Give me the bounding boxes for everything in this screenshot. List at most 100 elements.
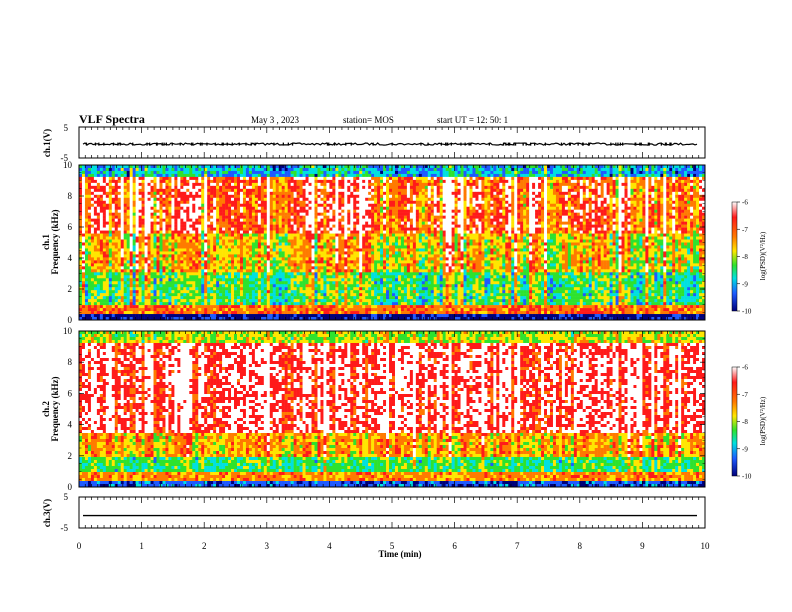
spectrogram-cell: [303, 192, 306, 195]
spectrogram-cell: [413, 168, 416, 171]
spectrogram-cell: [237, 174, 240, 177]
spectrogram-cell: [168, 183, 171, 186]
spectrogram-cell: [124, 195, 127, 198]
spectrogram-cell: [592, 177, 595, 180]
spectrogram-cell: [106, 174, 109, 177]
vlf-spectra-figure: VLF Spectra May 3 , 2023 station= MOS st…: [0, 0, 792, 612]
spectrogram-cell: [556, 168, 559, 171]
spectrogram-cell: [216, 192, 219, 195]
spectrogram-cell: [598, 186, 601, 189]
spectrogram-cell: [136, 168, 139, 171]
spectrogram-cell: [103, 177, 106, 180]
spectrogram-cell: [258, 168, 261, 171]
spectrogram-cell: [177, 183, 180, 186]
spectrogram-cell: [458, 174, 461, 177]
spectrogram-cell: [294, 171, 297, 174]
spectrogram-cell: [461, 174, 464, 177]
spectrogram-cell: [508, 171, 511, 174]
spectrogram-cell: [538, 183, 541, 186]
spectrogram-cell: [341, 189, 344, 192]
spectrogram-cell: [431, 174, 434, 177]
spectrogram-cell: [669, 186, 672, 189]
spectrogram-cell: [225, 183, 228, 186]
spectrogram-cell: [148, 195, 151, 198]
spectrogram-cell: [231, 186, 234, 189]
spectrogram-cell: [97, 177, 100, 180]
spectrogram-cell: [636, 168, 639, 171]
spectrogram-cell: [213, 186, 216, 189]
spectrogram-cell: [142, 189, 145, 192]
spectrogram-cell: [484, 183, 487, 186]
spectrogram-cell: [455, 183, 458, 186]
spectrogram-cell: [297, 186, 300, 189]
spectrogram-cell: [645, 171, 648, 174]
spectrogram-cell: [619, 168, 622, 171]
spectrogram-cell: [276, 171, 279, 174]
spectrogram-cell: [82, 183, 85, 186]
waveform-spike: [132, 143, 133, 146]
spectrogram-cell: [347, 168, 350, 171]
spectrogram-cell: [574, 171, 577, 174]
spectrogram-cell: [210, 180, 213, 183]
spectrogram-cell: [589, 174, 592, 177]
figure-title: VLF Spectra: [79, 112, 145, 126]
spectrogram-cell: [368, 168, 371, 171]
spectrogram-cell: [219, 192, 222, 195]
spectrogram-cell: [189, 189, 192, 192]
spectrogram-cell: [142, 195, 145, 198]
spectrogram-cell: [562, 186, 565, 189]
spectrogram-cell: [174, 192, 177, 195]
spectrogram-cell: [246, 177, 249, 180]
spectrogram-cell: [389, 180, 392, 183]
spectrogram-cell: [186, 168, 189, 171]
spectrogram-cell: [195, 174, 198, 177]
spectrogram-cell: [267, 168, 270, 171]
spectrogram-cell: [157, 192, 160, 195]
spectrogram-cell: [422, 177, 425, 180]
spectrogram-cell: [452, 189, 455, 192]
spectrogram-cell: [532, 168, 535, 171]
spectrogram-cell: [446, 180, 449, 183]
spectrogram-cell: [478, 171, 481, 174]
spectrogram-cell: [464, 168, 467, 171]
spectrogram-cell: [514, 186, 517, 189]
spectrogram-cell: [219, 186, 222, 189]
spectrogram-cell: [341, 180, 344, 183]
spectrogram-cell: [174, 171, 177, 174]
spectrogram-cell: [341, 171, 344, 174]
spectrogram-cell: [118, 180, 121, 183]
spectrogram-cell: [657, 192, 660, 195]
spectrogram-cell: [690, 189, 693, 192]
spectrogram-cell: [115, 171, 118, 174]
spectrogram-cell: [505, 174, 508, 177]
spectrogram-cell: [100, 195, 103, 198]
spectrogram-cell: [467, 174, 470, 177]
spectrogram-cell: [118, 174, 121, 177]
spectrogram-cell: [526, 177, 529, 180]
spectrogram-cell: [645, 174, 648, 177]
spectrogram-cell: [294, 183, 297, 186]
spectrogram-cell: [696, 177, 699, 180]
spectrogram-cell: [317, 177, 320, 180]
spectrogram-cell: [133, 174, 136, 177]
spectrogram-cell: [237, 189, 240, 192]
spectrogram-cell: [154, 168, 157, 171]
spectrogram-cell: [687, 168, 690, 171]
spectrogram-cell: [234, 168, 237, 171]
spectrogram-cell: [496, 192, 499, 195]
spectrogram-cell: [323, 186, 326, 189]
spectrogram-cell: [550, 192, 553, 195]
spectrogram-cell: [243, 180, 246, 183]
spectrogram-cell: [681, 186, 684, 189]
spectrogram-cell: [106, 171, 109, 174]
spectrogram-cell: [547, 174, 550, 177]
spectrogram-cell: [642, 177, 645, 180]
spectrogram-cell: [82, 195, 85, 198]
spectrogram-cell: [315, 192, 318, 195]
spectrogram-cell: [252, 183, 255, 186]
spectrogram-cell: [481, 168, 484, 171]
spectrogram-cell: [174, 180, 177, 183]
spectrogram-cell: [580, 177, 583, 180]
spectrogram-cell: [165, 174, 168, 177]
spectrogram-cell: [124, 186, 127, 189]
